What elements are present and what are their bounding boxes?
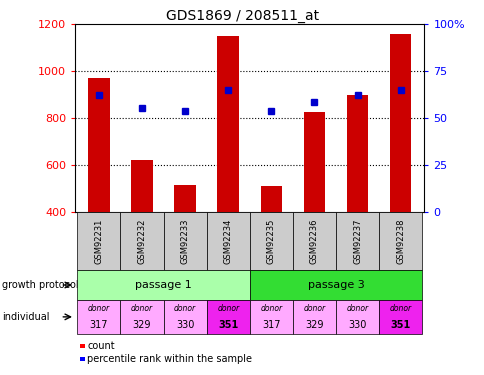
Bar (346, 95, 367, 212)
Bar (260, 186, 282, 212)
Bar (88, 78, 109, 212)
Bar (217, 36, 239, 212)
Text: 351: 351 (390, 320, 410, 330)
Text: donor: donor (303, 304, 325, 313)
Bar (131, 160, 152, 212)
Text: donor: donor (174, 304, 196, 313)
Text: 351: 351 (218, 320, 238, 330)
Text: GSM92238: GSM92238 (395, 218, 404, 264)
Text: growth protocol: growth protocol (2, 280, 79, 290)
Text: 329: 329 (133, 320, 151, 330)
Text: 330: 330 (176, 320, 194, 330)
Bar (303, 112, 325, 212)
Text: donor: donor (389, 304, 411, 313)
Text: donor: donor (217, 304, 239, 313)
Text: passage 3: passage 3 (307, 280, 363, 290)
Text: GSM92236: GSM92236 (309, 218, 318, 264)
Text: GSM92235: GSM92235 (266, 218, 275, 264)
Text: passage 1: passage 1 (135, 280, 192, 290)
Text: percentile rank within the sample: percentile rank within the sample (87, 354, 252, 364)
Text: GSM92231: GSM92231 (94, 218, 103, 264)
Text: 317: 317 (90, 320, 108, 330)
Text: 317: 317 (261, 320, 280, 330)
Text: GSM92237: GSM92237 (352, 218, 362, 264)
Bar (389, 34, 410, 212)
Text: 329: 329 (304, 320, 323, 330)
Text: individual: individual (2, 312, 50, 322)
Text: donor: donor (346, 304, 368, 313)
Text: donor: donor (88, 304, 110, 313)
Text: donor: donor (131, 304, 153, 313)
Text: donor: donor (260, 304, 282, 313)
Text: GDS1869 / 208511_at: GDS1869 / 208511_at (166, 9, 318, 23)
Text: count: count (87, 341, 114, 351)
Text: 330: 330 (348, 320, 366, 330)
Text: GSM92233: GSM92233 (180, 218, 189, 264)
Text: GSM92232: GSM92232 (137, 218, 146, 264)
Text: GSM92234: GSM92234 (223, 218, 232, 264)
Bar (174, 185, 196, 212)
